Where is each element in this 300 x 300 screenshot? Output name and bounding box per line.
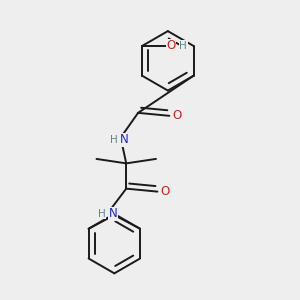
Text: O: O xyxy=(166,40,176,52)
Text: O: O xyxy=(172,109,182,122)
Text: H: H xyxy=(179,41,187,51)
Text: N: N xyxy=(120,133,129,146)
Text: O: O xyxy=(160,185,170,198)
Text: N: N xyxy=(109,207,117,220)
Text: H: H xyxy=(110,135,117,145)
Text: H: H xyxy=(98,209,105,219)
